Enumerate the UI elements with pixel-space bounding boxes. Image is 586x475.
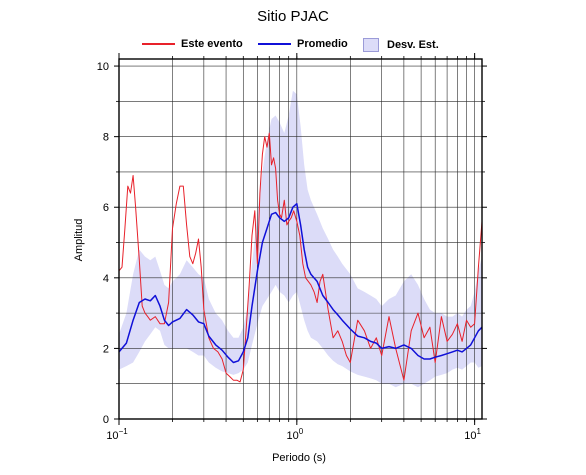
series-line-promedio [118, 202, 483, 364]
legend-swatch-band [363, 38, 379, 52]
legend-item-promedio: Promedio [258, 38, 348, 50]
x-tick-label: 100 [286, 427, 303, 442]
y-axis-title: Amplitud [73, 219, 85, 262]
legend-swatch-red-line [142, 43, 175, 45]
legend-label: Este evento [181, 38, 243, 50]
chart-title: Sitio PJAC [257, 8, 329, 25]
x-tick-label: 10−1 [106, 427, 128, 442]
legend-label: Promedio [297, 38, 348, 50]
y-tick-label: 2 [103, 343, 109, 355]
y-tick-label: 8 [103, 132, 109, 144]
plot-frame [118, 58, 483, 420]
legend-item-este-evento: Este evento [142, 38, 243, 50]
legend-item-desv-est: Desv. Est. [363, 38, 439, 52]
legend-label: Desv. Est. [387, 39, 439, 51]
x-axis-title: Periodo (s) [272, 452, 326, 464]
legend-swatch-blue-line [258, 43, 291, 45]
y-tick-label: 0 [103, 414, 109, 426]
y-tick-label: 4 [103, 273, 109, 285]
y-tick-label: 10 [97, 61, 109, 73]
y-tick-label: 6 [103, 202, 109, 214]
x-tick-label: 101 [464, 427, 481, 442]
legend: Este evento Promedio Desv. Est. [0, 38, 586, 56]
